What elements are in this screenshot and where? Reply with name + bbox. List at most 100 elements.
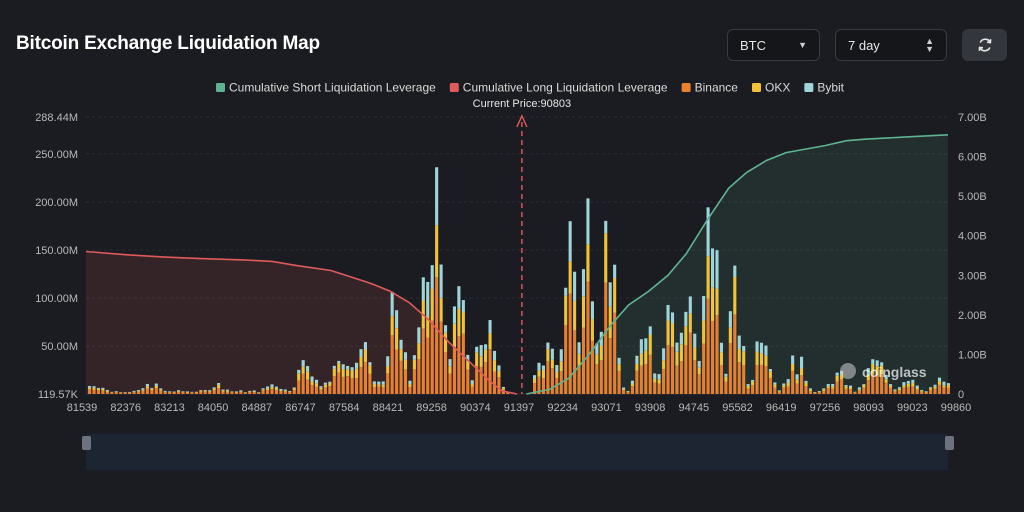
bar-okx xyxy=(777,390,781,392)
bar-okx xyxy=(929,388,933,390)
bar-okx xyxy=(897,388,901,391)
bar-bybit xyxy=(617,357,621,365)
bar-binance xyxy=(746,388,750,394)
bar-bybit xyxy=(679,332,683,345)
bar-okx xyxy=(946,385,950,388)
bar-bybit xyxy=(252,390,256,392)
bar-okx xyxy=(697,367,701,375)
bar-binance xyxy=(755,364,759,394)
bar-bybit xyxy=(314,379,319,384)
range-navigator[interactable] xyxy=(86,434,948,470)
bar-okx xyxy=(395,328,399,350)
bar-binance xyxy=(114,392,118,394)
bar-okx xyxy=(533,378,537,384)
bar-bybit xyxy=(644,338,648,351)
bar-bybit xyxy=(546,342,550,350)
bar-binance xyxy=(737,362,741,394)
bar-binance xyxy=(577,366,581,394)
bar-bybit xyxy=(426,281,430,317)
bar-okx xyxy=(234,391,238,393)
bar-binance xyxy=(595,364,599,394)
legend-label-0[interactable]: Cumulative Short Liquidation Leverage xyxy=(229,81,436,95)
bar-binance xyxy=(622,390,626,394)
legend-swatch-3[interactable] xyxy=(751,83,761,92)
bar-binance xyxy=(185,392,189,394)
bar-binance xyxy=(168,392,172,394)
bar-binance xyxy=(679,361,683,394)
legend-swatch-0[interactable] xyxy=(216,83,225,92)
bar-binance xyxy=(217,388,221,394)
bar-bybit xyxy=(893,389,897,391)
bar-binance xyxy=(635,370,639,394)
bar-binance xyxy=(711,321,715,394)
bar-okx xyxy=(924,391,928,393)
bar-okx xyxy=(399,349,403,361)
bar-binance xyxy=(479,366,483,394)
bar-bybit xyxy=(848,385,853,388)
bar-bybit xyxy=(430,265,434,289)
bar-binance xyxy=(715,315,719,394)
bar-binance xyxy=(675,365,679,394)
bar-okx xyxy=(225,390,230,392)
coin-select[interactable]: BTC ▼ xyxy=(727,29,820,61)
bar-okx xyxy=(866,374,870,381)
legend-label-1[interactable]: Cumulative Long Liquidation Leverage xyxy=(463,81,668,95)
bar-binance xyxy=(408,387,412,394)
bar-binance xyxy=(929,389,933,394)
bar-okx xyxy=(145,386,149,389)
refresh-button[interactable] xyxy=(962,29,1007,61)
bar-okx xyxy=(831,386,835,389)
bar-binance xyxy=(457,336,461,394)
bar-okx xyxy=(363,349,367,362)
range-handle-right[interactable] xyxy=(945,436,954,450)
bar-bybit xyxy=(684,311,688,327)
bar-okx xyxy=(791,363,795,371)
legend-label-4[interactable]: Bybit xyxy=(817,81,844,95)
bar-binance xyxy=(684,345,688,394)
bar-bybit xyxy=(417,327,421,344)
bar-bybit xyxy=(168,391,172,393)
bar-bybit xyxy=(564,287,568,296)
range-select-value: 7 day xyxy=(848,37,880,53)
bar-bybit xyxy=(310,376,314,382)
bar-okx xyxy=(573,300,577,330)
bar-bybit xyxy=(221,389,225,391)
bar-binance xyxy=(724,381,728,394)
bar-okx xyxy=(128,392,132,393)
bar-okx xyxy=(105,390,109,392)
bar-okx xyxy=(795,379,799,384)
bar-okx xyxy=(862,384,866,388)
bar-okx xyxy=(906,383,910,387)
bar-bybit xyxy=(622,387,626,389)
bar-binance xyxy=(626,392,630,394)
bar-binance xyxy=(924,392,928,394)
bar-bybit xyxy=(283,389,287,391)
legend-swatch-1[interactable] xyxy=(449,83,459,92)
bar-bybit xyxy=(653,373,657,379)
legend-swatch-2[interactable] xyxy=(681,83,691,92)
bar-okx xyxy=(635,363,639,371)
range-handle-left[interactable] xyxy=(82,436,91,450)
bar-binance xyxy=(733,314,737,394)
x-tick-label: 96419 xyxy=(766,402,797,414)
bar-binance xyxy=(199,391,203,394)
bar-binance xyxy=(439,321,443,394)
bar-bybit xyxy=(706,207,710,257)
range-select[interactable]: 7 day ▲ ▼ xyxy=(835,29,947,61)
legend-label-2[interactable]: Binance xyxy=(695,81,739,95)
bar-okx xyxy=(350,370,354,379)
bar-bybit xyxy=(915,385,919,389)
bar-bybit xyxy=(929,387,933,389)
bar-bybit xyxy=(751,379,755,382)
bar-bybit xyxy=(234,391,238,392)
bar-okx xyxy=(586,244,590,282)
legend-label-3[interactable]: OKX xyxy=(765,81,790,95)
legend-swatch-4[interactable] xyxy=(804,83,814,92)
bar-bybit xyxy=(764,345,768,356)
bar-okx xyxy=(475,352,479,367)
bar-binance xyxy=(728,343,732,394)
bar-bybit xyxy=(626,390,630,392)
bar-binance xyxy=(875,375,879,394)
bar-binance xyxy=(399,360,403,394)
